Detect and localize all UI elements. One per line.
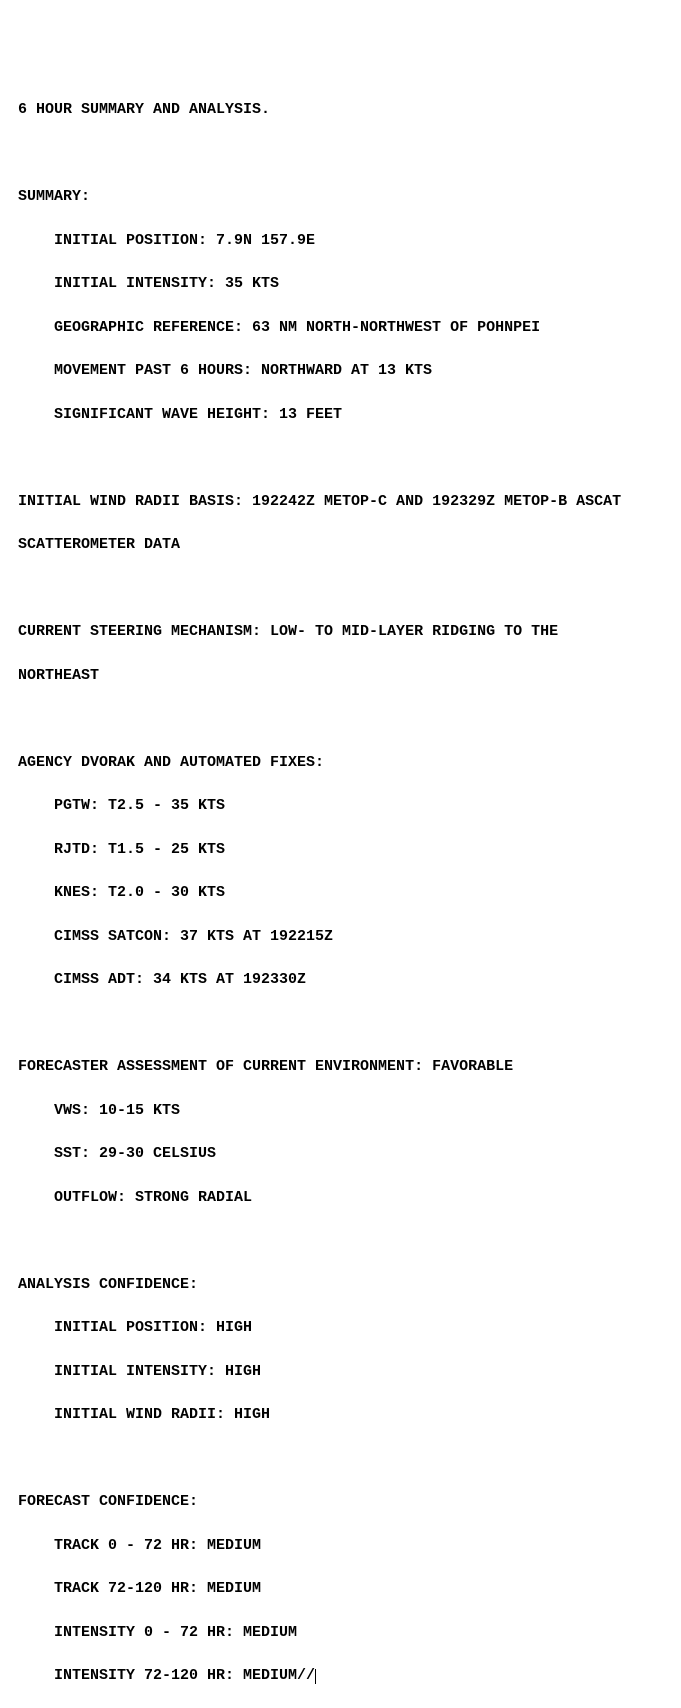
- summary-initial-intensity: INITIAL INTENSITY: 35 KTS: [18, 273, 663, 295]
- wind-radii-line2: SCATTEROMETER DATA: [18, 534, 663, 556]
- wind-radii-line1: INITIAL WIND RADII BASIS: 192242Z METOP-…: [18, 491, 663, 513]
- blank-line: [18, 1448, 663, 1470]
- summary-title: SUMMARY:: [18, 186, 663, 208]
- dvorak-satcon: CIMSS SATCON: 37 KTS AT 192215Z: [18, 926, 663, 948]
- forecast-conf-int0: INTENSITY 0 - 72 HR: MEDIUM: [18, 1622, 663, 1644]
- blank-line: [18, 143, 663, 165]
- forecast-conf-title: FORECAST CONFIDENCE:: [18, 1491, 663, 1513]
- analysis-conf-title: ANALYSIS CONFIDENCE:: [18, 1274, 663, 1296]
- environment-sst: SST: 29-30 CELSIUS: [18, 1143, 663, 1165]
- blank-line: [18, 1230, 663, 1252]
- forecast-conf-track72: TRACK 72-120 HR: MEDIUM: [18, 1578, 663, 1600]
- dvorak-adt: CIMSS ADT: 34 KTS AT 192330Z: [18, 969, 663, 991]
- analysis-conf-radii: INITIAL WIND RADII: HIGH: [18, 1404, 663, 1426]
- summary-movement: MOVEMENT PAST 6 HOURS: NORTHWARD AT 13 K…: [18, 360, 663, 382]
- blank-line: [18, 578, 663, 600]
- forecast-conf-int72-wrap: INTENSITY 72-120 HR: MEDIUM//: [18, 1665, 663, 1687]
- environment-outflow: OUTFLOW: STRONG RADIAL: [18, 1187, 663, 1209]
- analysis-conf-pos: INITIAL POSITION: HIGH: [18, 1317, 663, 1339]
- environment-title: FORECASTER ASSESSMENT OF CURRENT ENVIRON…: [18, 1056, 663, 1078]
- environment-vws: VWS: 10-15 KTS: [18, 1100, 663, 1122]
- summary-wave-height: SIGNIFICANT WAVE HEIGHT: 13 FEET: [18, 404, 663, 426]
- forecast-conf-int72: INTENSITY 72-120 HR: MEDIUM//: [54, 1667, 315, 1684]
- dvorak-title: AGENCY DVORAK AND AUTOMATED FIXES:: [18, 752, 663, 774]
- dvorak-rjtd: RJTD: T1.5 - 25 KTS: [18, 839, 663, 861]
- dvorak-knes: KNES: T2.0 - 30 KTS: [18, 882, 663, 904]
- blank-line: [18, 1013, 663, 1035]
- analysis-conf-int: INITIAL INTENSITY: HIGH: [18, 1361, 663, 1383]
- summary-geographic-reference: GEOGRAPHIC REFERENCE: 63 NM NORTH-NORTHW…: [18, 317, 663, 339]
- cursor-icon: [315, 1669, 316, 1684]
- dvorak-pgtw: PGTW: T2.5 - 35 KTS: [18, 795, 663, 817]
- header-line: 6 HOUR SUMMARY AND ANALYSIS.: [18, 99, 663, 121]
- blank-line: [18, 708, 663, 730]
- blank-line: [18, 447, 663, 469]
- forecast-conf-track0: TRACK 0 - 72 HR: MEDIUM: [18, 1535, 663, 1557]
- summary-initial-position: INITIAL POSITION: 7.9N 157.9E: [18, 230, 663, 252]
- steering-line2: NORTHEAST: [18, 665, 663, 687]
- steering-line1: CURRENT STEERING MECHANISM: LOW- TO MID-…: [18, 621, 663, 643]
